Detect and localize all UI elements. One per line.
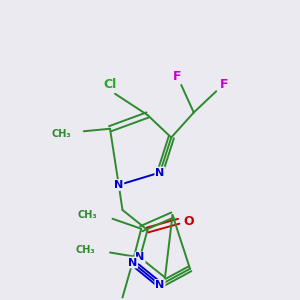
Text: CH₃: CH₃ [52,129,71,139]
Text: Cl: Cl [103,79,117,92]
Text: N: N [155,280,165,290]
Text: N: N [128,257,137,268]
Text: F: F [173,70,182,83]
Text: N: N [155,167,165,178]
Text: F: F [220,79,228,92]
Text: N: N [135,253,145,262]
Text: O: O [183,215,194,228]
Text: CH₃: CH₃ [78,210,98,220]
Text: N: N [114,180,123,190]
Text: CH₃: CH₃ [75,245,95,255]
